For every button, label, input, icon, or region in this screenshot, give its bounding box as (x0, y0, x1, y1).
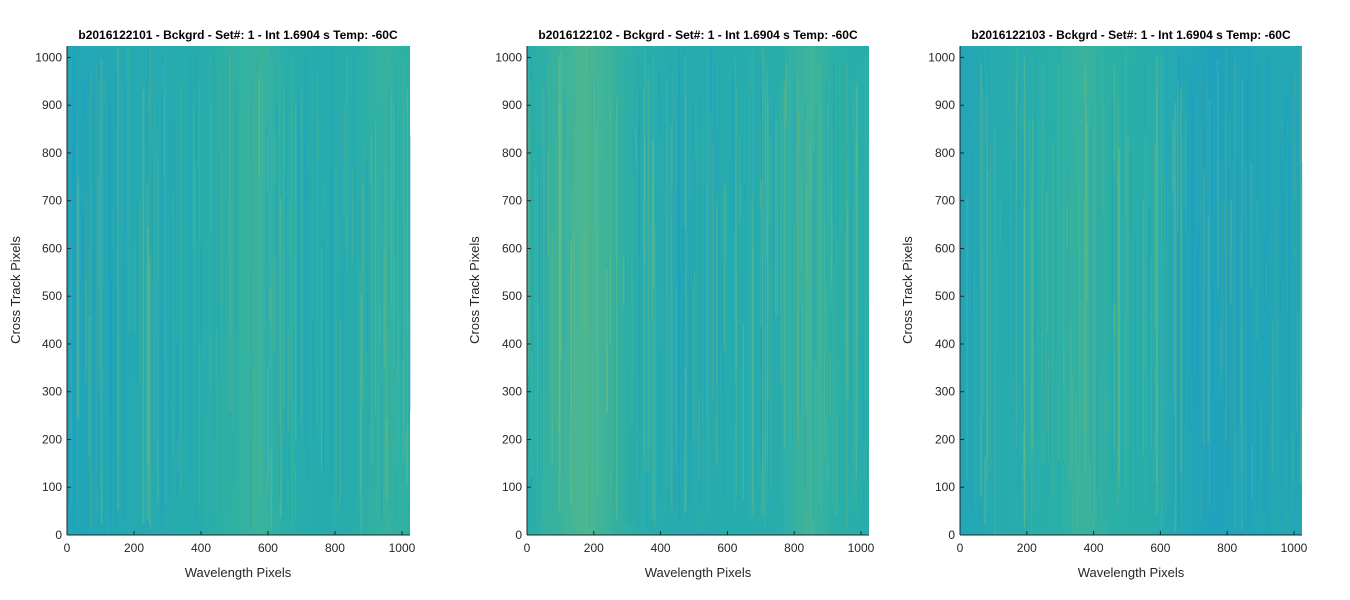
y-tick-label: 200 (42, 432, 62, 446)
x-tick-label: 0 (957, 541, 964, 555)
y-tick-label: 0 (948, 528, 955, 542)
y-tick-label: 600 (502, 241, 522, 255)
y-tick-label: 100 (42, 480, 62, 494)
y-tick-label: 900 (42, 98, 62, 112)
heatmap-image (960, 46, 1304, 535)
x-tick-label: 200 (1017, 541, 1037, 555)
x-tick-label: 600 (1150, 541, 1170, 555)
y-tick-label: 900 (935, 98, 955, 112)
x-tick-label: 200 (124, 541, 144, 555)
y-tick-label: 400 (42, 337, 62, 351)
x-tick-label: 0 (524, 541, 531, 555)
x-tick-label: 600 (717, 541, 737, 555)
chart-panel-3: b2016122103 - Bckgrd - Set#: 1 - Int 1.6… (900, 28, 1308, 580)
heatmap-image (527, 46, 870, 535)
y-tick-label: 300 (502, 385, 522, 399)
y-tick-label: 400 (935, 337, 955, 351)
axes: 0 200 400 600 800 1000 0 100 200 300 400 500 600 700 8… (35, 46, 416, 555)
x-axis-label: Wavelength Pixels (1078, 565, 1185, 580)
y-tick-label: 700 (502, 194, 522, 208)
y-tick-label: 1000 (35, 50, 62, 64)
y-tick-label: 700 (935, 194, 955, 208)
x-tick-label: 800 (325, 541, 345, 555)
y-tick-label: 300 (935, 385, 955, 399)
y-tick-label: 1000 (928, 50, 955, 64)
chart-title: b2016122102 - Bckgrd - Set#: 1 - Int 1.6… (538, 28, 858, 42)
heatmap-background (527, 46, 869, 535)
x-tick-label: 400 (651, 541, 671, 555)
y-tick-label: 500 (502, 289, 522, 303)
x-tick-label: 600 (258, 541, 278, 555)
x-tick-label: 400 (191, 541, 211, 555)
y-tick-label: 200 (502, 432, 522, 446)
y-tick-label: 0 (515, 528, 522, 542)
x-tick-label: 1000 (389, 541, 416, 555)
y-tick-label: 400 (502, 337, 522, 351)
axes: 0 200 400 600 800 1000 0 100 200 300 400 500 600 700 8… (495, 46, 875, 555)
x-tick-label: 0 (64, 541, 71, 555)
y-tick-label: 700 (42, 194, 62, 208)
x-tick-label: 800 (784, 541, 804, 555)
x-tick-label: 800 (1217, 541, 1237, 555)
x-axis-label: Wavelength Pixels (645, 565, 752, 580)
x-tick-label: 200 (584, 541, 604, 555)
y-tick-label: 1000 (495, 50, 522, 64)
y-tick-label: 500 (935, 289, 955, 303)
y-tick-label: 600 (935, 241, 955, 255)
y-axis-label: Cross Track Pixels (900, 236, 915, 344)
heatmap-streaks (67, 46, 411, 535)
heatmap-image (67, 46, 411, 535)
chart-title: b2016122103 - Bckgrd - Set#: 1 - Int 1.6… (971, 28, 1291, 42)
heatmap-streaks (528, 46, 870, 535)
heatmap-background (960, 46, 1302, 535)
y-tick-label: 800 (502, 146, 522, 160)
chart-title: b2016122101 - Bckgrd - Set#: 1 - Int 1.6… (78, 28, 398, 42)
x-tick-label: 1000 (848, 541, 875, 555)
y-axis-label: Cross Track Pixels (8, 236, 23, 344)
y-tick-label: 200 (935, 432, 955, 446)
heatmap-streaks (961, 46, 1304, 535)
axes: 0 200 400 600 800 1000 0 100 200 300 400 500 600 700 8… (928, 46, 1308, 555)
y-tick-label: 800 (935, 146, 955, 160)
y-axis-label: Cross Track Pixels (467, 236, 482, 344)
x-tick-label: 1000 (1281, 541, 1308, 555)
x-tick-label: 400 (1084, 541, 1104, 555)
y-tick-label: 900 (502, 98, 522, 112)
y-tick-label: 300 (42, 385, 62, 399)
y-tick-label: 600 (42, 241, 62, 255)
x-axis-label: Wavelength Pixels (185, 565, 292, 580)
chart-panel-1: b2016122101 - Bckgrd - Set#: 1 - Int 1.6… (8, 28, 416, 580)
y-tick-label: 500 (42, 289, 62, 303)
y-tick-label: 0 (55, 528, 62, 542)
y-tick-label: 100 (935, 480, 955, 494)
y-tick-label: 100 (502, 480, 522, 494)
chart-panel-2: b2016122102 - Bckgrd - Set#: 1 - Int 1.6… (467, 28, 875, 580)
y-tick-label: 800 (42, 146, 62, 160)
heatmap-background (67, 46, 410, 535)
